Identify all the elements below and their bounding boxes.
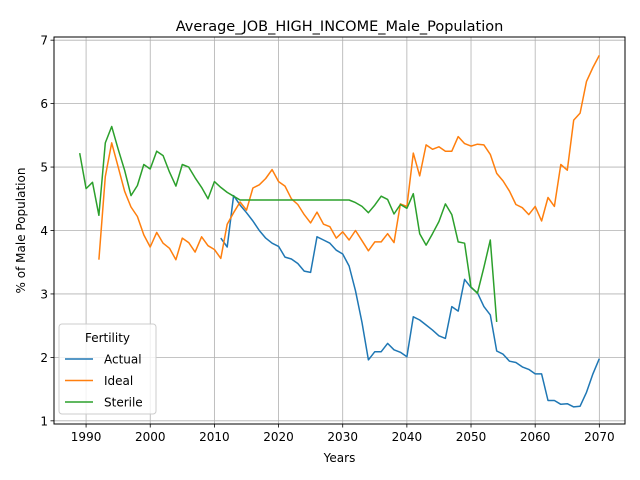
x-tick-label: 2020 [263, 430, 294, 444]
y-tick-label: 2 [40, 351, 48, 365]
x-tick-label: 2000 [135, 430, 166, 444]
x-tick-label: 2040 [392, 430, 423, 444]
x-tick-label: 2070 [584, 430, 615, 444]
y-tick-label: 7 [40, 34, 48, 48]
y-axis-label: % of Male Population [14, 168, 28, 294]
y-tick-label: 5 [40, 161, 48, 175]
x-axis-label: Years [323, 451, 356, 465]
legend-label-sterile: Sterile [104, 396, 143, 410]
x-tick-label: 2050 [456, 430, 487, 444]
x-tick-label: 2030 [327, 430, 358, 444]
legend-box [58, 323, 157, 415]
x-tick-label: 2060 [520, 430, 551, 444]
series-line-sterile [78, 125, 498, 322]
y-tick-label: 3 [40, 287, 48, 301]
legend-label-actual: Actual [104, 353, 142, 367]
y-tick-label: 6 [40, 97, 48, 111]
legend-title: Fertility [85, 331, 130, 345]
y-tick-label: 1 [40, 414, 48, 428]
series-line-ideal [98, 55, 600, 261]
x-axis-ticks: 1990 2000 2010 2020 2030 2040 2050 2060 2070 [71, 424, 615, 444]
legend: Fertility Actual Ideal Sterile [58, 323, 157, 415]
series-line-actual [220, 194, 600, 408]
y-axis-ticks: 1 2 3 4 5 6 7 [40, 34, 54, 428]
y-tick-label: 4 [40, 224, 48, 238]
x-tick-label: 1990 [71, 430, 102, 444]
legend-label-ideal: Ideal [104, 374, 133, 388]
legend-items: Actual Ideal Sterile [65, 353, 143, 410]
x-tick-label: 2010 [199, 430, 230, 444]
chart-title: Average_JOB_HIGH_INCOME_Male_Population [176, 19, 504, 35]
series-lines [78, 55, 600, 408]
